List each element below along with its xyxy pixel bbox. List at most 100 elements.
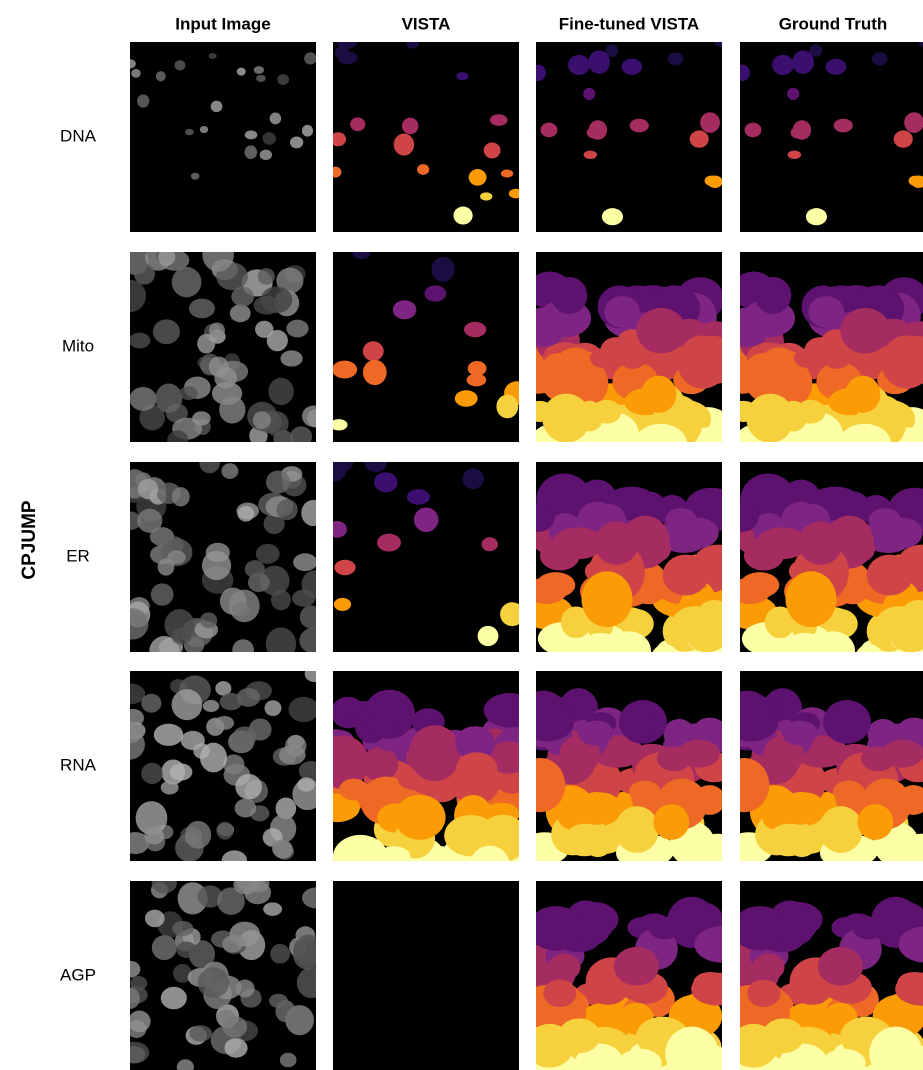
mask — [818, 947, 863, 986]
mask — [578, 792, 616, 825]
row-label: Mito — [62, 336, 94, 355]
row-label: RNA — [60, 755, 97, 774]
cell — [172, 921, 193, 936]
cell — [301, 500, 325, 526]
mask — [377, 846, 410, 866]
mask — [813, 646, 844, 667]
cell — [153, 319, 180, 344]
mask — [725, 307, 770, 347]
mask — [834, 119, 853, 133]
cell — [117, 684, 145, 705]
cell — [192, 411, 211, 425]
mask — [335, 47, 350, 59]
cell — [117, 608, 149, 639]
cell — [185, 129, 194, 135]
cell — [189, 299, 215, 319]
cell — [237, 506, 254, 522]
mask — [782, 721, 817, 746]
mask — [363, 360, 387, 385]
cell — [224, 1038, 247, 1058]
cell — [245, 560, 265, 578]
mask — [377, 534, 401, 552]
mask — [729, 1024, 778, 1068]
panel-content — [522, 473, 742, 678]
cell — [164, 609, 194, 640]
panel-content — [718, 272, 923, 466]
cell — [152, 873, 177, 893]
cell — [214, 367, 237, 388]
cell — [221, 463, 238, 479]
mask — [484, 693, 536, 727]
mask — [431, 257, 454, 282]
cell — [203, 700, 219, 712]
mask — [332, 453, 353, 471]
mask — [528, 906, 583, 951]
mask — [549, 953, 581, 980]
mask — [772, 55, 794, 75]
cell — [297, 967, 326, 998]
cell — [272, 840, 293, 858]
mask — [768, 824, 809, 857]
mask — [334, 560, 355, 575]
cell — [161, 987, 187, 1009]
cell — [175, 60, 186, 70]
mask — [587, 127, 602, 139]
cell — [172, 689, 203, 720]
mask — [424, 285, 446, 301]
mask — [368, 714, 399, 736]
mask — [829, 710, 859, 735]
cell — [244, 145, 257, 159]
mask — [402, 118, 418, 135]
cell — [209, 53, 217, 59]
cell — [235, 799, 257, 818]
cell — [131, 69, 140, 78]
cell — [266, 471, 290, 494]
mask — [842, 427, 891, 464]
mask — [622, 59, 643, 75]
mask — [747, 979, 780, 1007]
mask — [611, 825, 642, 846]
mask — [393, 300, 417, 319]
mask — [808, 296, 844, 328]
mask — [653, 804, 689, 840]
mask — [521, 307, 566, 347]
mask — [724, 705, 778, 741]
cell — [245, 130, 258, 139]
cell — [269, 994, 288, 1008]
cell — [233, 874, 258, 894]
mask — [584, 150, 597, 159]
cell — [202, 238, 234, 272]
row-label: AGP — [60, 965, 96, 984]
mask — [409, 725, 461, 781]
mask — [714, 37, 727, 47]
mask — [394, 134, 414, 156]
cell — [141, 694, 161, 713]
mask — [515, 758, 565, 812]
cell — [280, 1053, 297, 1067]
cell — [120, 988, 140, 1009]
mask — [564, 824, 605, 857]
column-header: Ground Truth — [779, 14, 888, 33]
mask — [641, 376, 676, 413]
mask — [788, 150, 801, 159]
cell — [289, 697, 319, 722]
cell — [264, 700, 281, 716]
mask — [525, 1024, 574, 1068]
cell — [152, 935, 177, 960]
mask — [462, 468, 483, 489]
cell — [270, 944, 290, 964]
column-header: VISTA — [402, 14, 451, 33]
mask — [869, 508, 901, 530]
mask — [578, 721, 613, 746]
cell — [254, 66, 264, 74]
mask — [482, 537, 498, 551]
cell — [216, 822, 233, 840]
mask — [350, 117, 365, 131]
cell — [189, 1025, 212, 1041]
mask — [417, 164, 429, 175]
cell — [145, 910, 165, 928]
cell — [260, 150, 272, 160]
cell — [229, 590, 260, 623]
mask — [729, 578, 771, 604]
mask — [786, 571, 837, 627]
